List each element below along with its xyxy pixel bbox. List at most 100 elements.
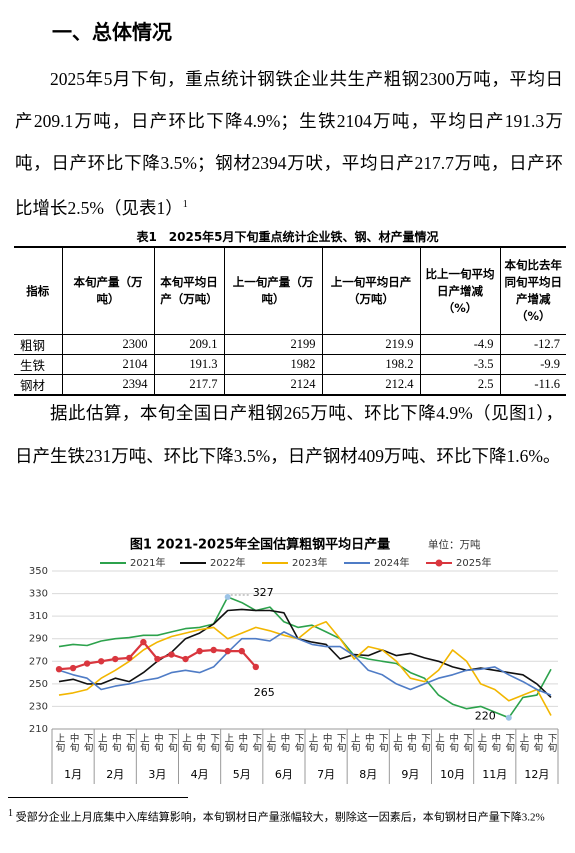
point-marker xyxy=(140,638,147,646)
y-tick-label: 290 xyxy=(29,634,48,645)
y-tick-label: 350 xyxy=(29,566,48,577)
table-cell: 钢材 xyxy=(14,374,63,396)
x-tick-label: 下旬 xyxy=(292,733,304,753)
data-label: 220 xyxy=(475,710,496,723)
x-tick-label: 下旬 xyxy=(545,733,557,753)
table-cell: 2104 xyxy=(61,354,155,375)
table-cell: 2124 xyxy=(223,374,323,396)
series-line xyxy=(58,621,552,716)
x-group-label: 3月 xyxy=(148,768,166,781)
table-row: 粗钢 2300 209.1 2199 219.9 -4.9 -12.7 xyxy=(14,334,566,355)
y-tick-label: 210 xyxy=(29,724,48,735)
y-tick-label: 270 xyxy=(29,656,48,667)
x-group-label: 7月 xyxy=(317,768,335,781)
x-tick-label: 中旬 xyxy=(236,732,248,753)
x-tick-label: 上旬 xyxy=(475,733,487,753)
footnote-mark: 1 xyxy=(8,808,13,819)
x-tick-label: 上旬 xyxy=(391,733,403,753)
point-marker xyxy=(97,658,105,665)
table-cell: -4.9 xyxy=(419,334,501,355)
x-tick-label: 下旬 xyxy=(166,733,178,753)
x-tick-label: 中旬 xyxy=(531,732,543,753)
data-label: 265 xyxy=(254,686,275,699)
table-cell: 2394 xyxy=(61,374,155,396)
x-tick-label: 下旬 xyxy=(82,733,94,753)
point-marker xyxy=(182,655,189,663)
header-cell: 本旬产量（万吨） xyxy=(61,247,155,335)
x-tick-label: 上旬 xyxy=(433,733,445,753)
x-tick-label: 中旬 xyxy=(278,732,290,753)
highlight-point xyxy=(224,593,231,600)
point-marker xyxy=(252,663,260,671)
x-group-label: 4月 xyxy=(191,768,209,781)
x-tick-label: 上旬 xyxy=(307,733,319,753)
header-cell: 指标 xyxy=(14,247,63,335)
table-cell: 粗钢 xyxy=(14,334,63,355)
data-label: 327 xyxy=(253,586,274,599)
table-cell: -3.5 xyxy=(419,354,501,375)
x-tick-label: 上旬 xyxy=(222,733,234,753)
x-tick-label: 中旬 xyxy=(363,732,375,753)
legend-label: 2021年 xyxy=(130,556,165,569)
x-group-label: 6月 xyxy=(275,768,293,781)
x-tick-label: 下旬 xyxy=(503,733,515,753)
x-group-label: 11月 xyxy=(482,768,507,781)
point-marker xyxy=(69,664,77,672)
point-marker xyxy=(224,647,231,655)
footnote: 1 受部分企业上月底集中入库结算影响，本旬钢材日产量涨幅较大，剔除这一因素后，本… xyxy=(8,804,568,828)
table-cell: 198.2 xyxy=(321,354,421,375)
x-tick-label: 上旬 xyxy=(96,733,108,753)
chart-unit: 单位：万吨 xyxy=(428,538,481,551)
x-group-label: 2月 xyxy=(106,768,124,781)
x-group-label: 8月 xyxy=(359,768,377,781)
x-tick-label: 上旬 xyxy=(517,733,529,753)
table-cell: 217.7 xyxy=(153,374,225,396)
point-marker xyxy=(196,647,203,655)
header-cell: 本旬比去年同旬平均日产增减（%） xyxy=(499,247,566,335)
x-group-label: 12月 xyxy=(524,768,549,781)
y-tick-label: 330 xyxy=(29,589,48,600)
x-group-label: 5月 xyxy=(233,768,251,781)
header-cell: 本旬平均日产（万吨） xyxy=(153,247,225,335)
x-tick-label: 下旬 xyxy=(419,733,431,753)
table-cell: 209.1 xyxy=(153,334,225,355)
x-tick-label: 下旬 xyxy=(208,733,220,753)
header-row: 指标 本旬产量（万吨） 本旬平均日产（万吨） 上一旬产量（万吨） 上一旬平均日产（万吨）… xyxy=(14,247,566,335)
x-tick-label: 中旬 xyxy=(447,732,459,753)
table-cell: 212.4 xyxy=(321,374,421,396)
point-marker xyxy=(83,660,91,667)
heading: 一、总体情况 xyxy=(52,20,172,44)
point-marker xyxy=(112,655,119,663)
header-cell: 上一旬产量（万吨） xyxy=(223,247,323,335)
note-mark: 1 xyxy=(182,199,188,210)
x-tick-label: 中旬 xyxy=(110,732,122,753)
paragraph: 据此估算，本旬全国日产粗钢265万吨、环比下降4.9%（见图1），日产生铁231… xyxy=(15,403,563,466)
footnote-rule xyxy=(8,797,188,798)
x-tick-label: 上旬 xyxy=(349,733,361,753)
legend-label: 2022年 xyxy=(210,556,245,569)
x-tick-label: 下旬 xyxy=(377,733,389,753)
x-tick-label: 上旬 xyxy=(54,733,66,753)
x-tick-label: 中旬 xyxy=(489,732,501,753)
table-cell: -12.7 xyxy=(499,334,566,355)
x-tick-label: 下旬 xyxy=(335,733,347,753)
paragraph: 2025年5月下旬，重点统计钢铁企业共生产粗钢2300万吨，平均日产209.1万… xyxy=(15,58,563,229)
highlight-point xyxy=(505,714,512,721)
legend-label: 2023年 xyxy=(292,556,327,569)
legend-label: 2025年 xyxy=(456,556,491,569)
table-cell: 2199 xyxy=(223,334,323,355)
x-tick-label: 中旬 xyxy=(68,732,80,753)
legend-marker xyxy=(435,559,443,567)
header-cell: 比上一旬平均日产增减（%） xyxy=(419,247,501,335)
point-marker xyxy=(168,651,175,658)
table-row: 钢材 2394 217.7 2124 212.4 2.5 -11.6 xyxy=(14,374,566,396)
y-tick-label: 310 xyxy=(29,611,48,622)
x-tick-label: 中旬 xyxy=(405,732,417,753)
table-row: 生铁 2104 191.3 1982 198.2 -3.5 -9.9 xyxy=(14,354,566,375)
point-marker xyxy=(154,655,161,663)
table-cell: 生铁 xyxy=(14,354,63,375)
table-cell: -11.6 xyxy=(499,374,566,396)
table-cell: 1982 xyxy=(223,354,323,375)
paragraph-text: 2025年5月下旬，重点统计钢铁企业共生产粗钢2300万吨，平均日产209.1万… xyxy=(15,69,563,218)
